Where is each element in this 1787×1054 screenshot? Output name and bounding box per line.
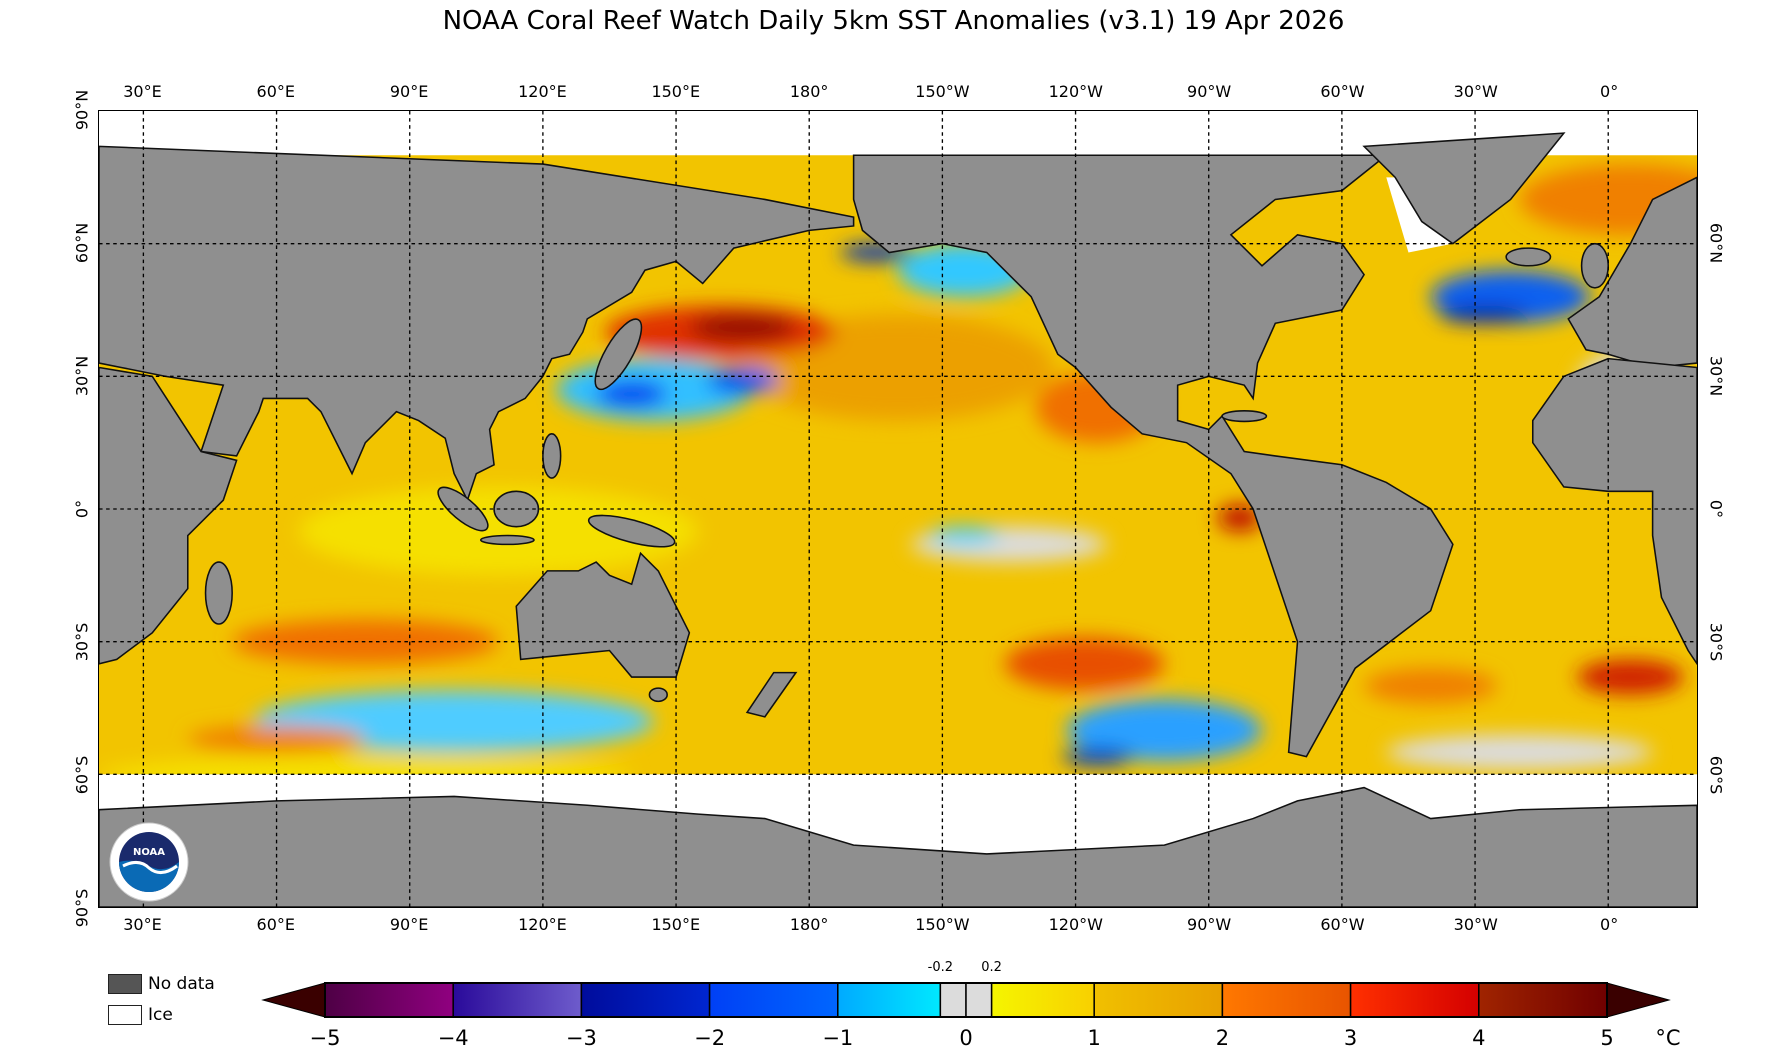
- lon-label-top: 120°W: [1048, 82, 1103, 101]
- colorbar-minor-label: 0.2: [981, 960, 1002, 975]
- lon-label-top: 30°E: [123, 82, 162, 101]
- lat-label-right: 30°S: [1706, 622, 1726, 662]
- colorbar-segment: [708, 982, 839, 1018]
- colorbar-extend-low: [261, 982, 326, 1018]
- colorbar-frame: [324, 982, 1608, 1018]
- colorbar-unit: °C: [1655, 1026, 1681, 1050]
- colorbar-segment: [1349, 982, 1480, 1018]
- lon-label-bottom: 150°E: [651, 915, 701, 934]
- lat-label-left: 90°S: [72, 888, 92, 928]
- lon-label-top: 90°E: [389, 82, 429, 101]
- colorbar-tick-label: 0: [959, 1026, 973, 1050]
- colorbar-tick-label: 4: [1472, 1026, 1486, 1050]
- colorbar-segment: [580, 982, 711, 1018]
- lon-label-bottom: 30°E: [123, 915, 162, 934]
- lon-label-bottom: 60°W: [1320, 915, 1365, 934]
- lon-label-bottom: 180°: [789, 915, 829, 934]
- colorbar-segment: [1093, 982, 1224, 1018]
- lon-label-bottom: 150°W: [915, 915, 970, 934]
- lat-label-right: 60°S: [1706, 755, 1726, 795]
- ice-label: Ice: [148, 1005, 173, 1025]
- lon-label-top: 30°W: [1453, 82, 1498, 101]
- sst-anomaly-map: [98, 110, 1698, 908]
- noaa-logo: NOAA: [109, 822, 189, 902]
- lon-label-top: 60°W: [1320, 82, 1365, 101]
- lat-label-right: 0°: [1706, 499, 1726, 519]
- ice-swatch: [108, 1005, 142, 1025]
- colorbar-segment: [324, 982, 454, 1018]
- land: [99, 132, 1697, 907]
- colorbar-segment: [939, 982, 967, 1018]
- lon-label-top: 90°W: [1187, 82, 1232, 101]
- colorbar-tick-label: −3: [565, 1026, 597, 1050]
- colorbar-segment: [965, 982, 993, 1018]
- lon-label-bottom: 30°W: [1453, 915, 1498, 934]
- colorbar-tick-label: 2: [1215, 1026, 1230, 1050]
- lat-label-left: 30°S: [72, 622, 92, 662]
- colorbar-segment: [990, 982, 1095, 1018]
- lon-label-bottom: 90°W: [1187, 915, 1232, 934]
- lon-label-top: 150°E: [651, 82, 701, 101]
- lon-label-top: 60°E: [256, 82, 295, 101]
- colorbar-tick-label: 3: [1343, 1026, 1358, 1050]
- lat-label-left: 60°N: [72, 222, 92, 264]
- colorbar-tick-label: −2: [694, 1026, 726, 1050]
- lat-label-left: 0°: [72, 499, 92, 519]
- colorbar-segment: [452, 982, 583, 1018]
- colorbar-segment: [1221, 982, 1352, 1018]
- colorbar-segment: [837, 982, 942, 1018]
- lon-label-top: 120°E: [518, 82, 567, 101]
- lat-label-left: 30°N: [72, 355, 92, 397]
- lon-label-bottom: 60°E: [256, 915, 295, 934]
- lon-label-top: 150°W: [915, 82, 970, 101]
- colorbar-extend-high: [1606, 982, 1671, 1018]
- lon-label-bottom: 0°: [1600, 915, 1619, 934]
- lon-label-bottom: 120°E: [518, 915, 567, 934]
- lon-label-top: 180°: [789, 82, 829, 101]
- colorbar-minor-label: -0.2: [927, 960, 954, 975]
- lon-label-bottom: 120°W: [1048, 915, 1103, 934]
- lon-label-top: 0°: [1600, 82, 1619, 101]
- lon-label-bottom: 90°E: [389, 915, 429, 934]
- lat-label-left: 90°N: [72, 89, 92, 131]
- colorbar-tick-label: 5: [1600, 1026, 1614, 1050]
- lat-label-left: 60°S: [72, 755, 92, 795]
- colorbar-tick-label: 1: [1087, 1026, 1101, 1050]
- colorbar-tick-label: −4: [437, 1026, 469, 1050]
- lat-label-right: 30°N: [1706, 355, 1726, 397]
- colorbar-tick-label: −5: [309, 1026, 341, 1050]
- lat-label-right: 60°N: [1706, 222, 1726, 264]
- svg-text:NOAA: NOAA: [133, 847, 165, 858]
- no-data-swatch: [108, 974, 142, 994]
- colorbar-segment: [1478, 982, 1608, 1018]
- no-data-label: No data: [148, 974, 215, 994]
- map-title: NOAA Coral Reef Watch Daily 5km SST Anom…: [442, 6, 1345, 36]
- colorbar-tick-label: −1: [822, 1026, 854, 1050]
